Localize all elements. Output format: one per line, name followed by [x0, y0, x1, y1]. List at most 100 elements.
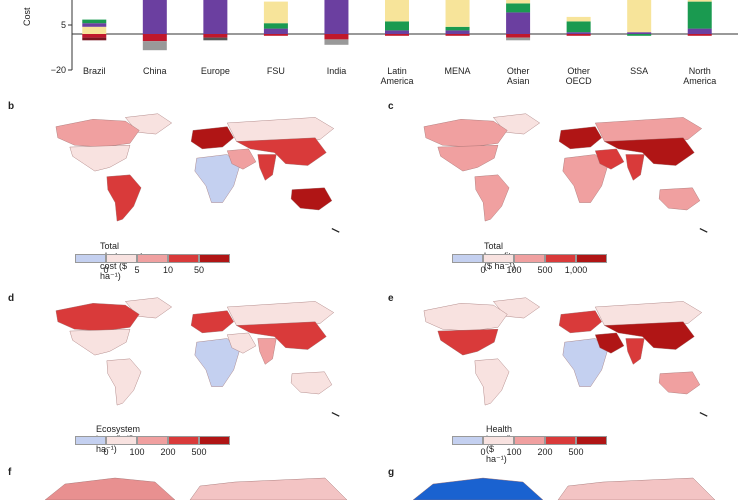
- bar-segment: [263, 34, 288, 36]
- bar-segment: [142, 0, 167, 34]
- bar-segment: [82, 23, 107, 27]
- map-region-eu: [190, 126, 234, 150]
- legend-swatch: [452, 436, 483, 445]
- map-region-as: [235, 321, 327, 350]
- legend-swatch: [137, 254, 168, 263]
- map-region-na: [437, 144, 499, 172]
- legend-tick-label: 100: [506, 265, 522, 275]
- map-region-sa: [474, 174, 510, 222]
- bar-segment: [385, 21, 409, 31]
- legend-swatch: [452, 254, 483, 263]
- color-legend: [75, 254, 230, 263]
- category-label: Other: [507, 66, 530, 76]
- bar-segment: [324, 34, 349, 40]
- map-region-me: [226, 332, 257, 354]
- bar-segment: [142, 41, 167, 51]
- color-legend: [452, 254, 607, 263]
- map-region-eu: [558, 126, 602, 150]
- bar-segment: [445, 34, 470, 36]
- panel-letter: b: [8, 101, 15, 112]
- category-label: America: [683, 76, 716, 86]
- legend-swatch: [514, 436, 545, 445]
- category-label: MENA: [445, 66, 471, 76]
- bar-plot-area: 5−20 Brazil China Europe FSU India LatinAmeric…: [51, 0, 738, 86]
- legend-tick-label: 500: [568, 447, 584, 457]
- legend-swatch: [106, 254, 137, 263]
- category-label: North: [689, 66, 711, 76]
- legend-swatch: [545, 436, 576, 445]
- bar-segment: [566, 16, 591, 22]
- legend-swatch: [483, 436, 514, 445]
- legend-swatch: [576, 254, 607, 263]
- category-label: Brazil: [83, 66, 106, 76]
- panel-letter: e: [388, 293, 394, 304]
- bar-segment: [627, 34, 652, 36]
- bar-segment: [263, 23, 288, 29]
- panel-letter: g: [388, 467, 395, 478]
- map-region-au: [290, 371, 333, 395]
- bar-segment: [506, 3, 531, 13]
- legend-tick-label: 0: [103, 265, 109, 275]
- map-region-au: [658, 371, 701, 395]
- world-map: [55, 113, 340, 233]
- legend-swatch: [576, 436, 607, 445]
- category-label: OECD: [566, 76, 593, 86]
- legend-swatch: [168, 436, 199, 445]
- bar-segment: [566, 34, 591, 36]
- legend-tick-label: 0: [480, 265, 486, 275]
- map-region-ca: [423, 119, 508, 148]
- world-map: [423, 113, 708, 233]
- bar-segment: [385, 34, 409, 36]
- world-map-partial: [44, 477, 348, 500]
- bar-segment: [203, 0, 228, 34]
- category-label: SSA: [630, 66, 648, 76]
- bar-segment: [506, 37, 531, 41]
- map-region-as: [235, 137, 327, 166]
- y-tick-label: 5: [61, 20, 66, 30]
- map-region-na: [69, 144, 131, 172]
- map-region-eurasia: [557, 477, 716, 500]
- legend-tick-label: 100: [129, 447, 145, 457]
- map-region-ca: [423, 303, 508, 332]
- bar-segment: [82, 34, 107, 38]
- bar-segment: [687, 34, 712, 36]
- panel-letter: c: [388, 101, 394, 112]
- bar-segment: [445, 30, 470, 34]
- antarctica-mark: [331, 411, 340, 417]
- bar-segment: [324, 0, 349, 34]
- map-region-sa: [106, 358, 142, 406]
- bar-segment: [263, 28, 288, 34]
- map-region-as: [603, 321, 695, 350]
- legend-swatch: [514, 254, 545, 263]
- bar-segment: [506, 0, 531, 4]
- bar-chart: Cost 5 −20 Brazil China Europe FSU India Latin A…: [0, 0, 750, 95]
- map-region-sa: [106, 174, 142, 222]
- bar-segment: [385, 30, 409, 34]
- panel-letter: f: [8, 467, 12, 478]
- legend-swatch: [199, 254, 230, 263]
- map-region-in: [257, 338, 277, 365]
- bar-segment: [445, 0, 470, 27]
- bar-segment: [203, 34, 228, 38]
- legend-swatch: [199, 436, 230, 445]
- map-region-in: [625, 338, 645, 365]
- legend-tick-label: 200: [537, 447, 553, 457]
- bar-segment: [324, 39, 349, 45]
- map-region-me: [594, 148, 625, 170]
- world-map: [55, 297, 340, 417]
- antarctica-mark: [331, 227, 340, 233]
- legend-tick-label: 200: [160, 447, 176, 457]
- legend-swatch: [106, 436, 137, 445]
- world-map-partial: [412, 477, 716, 500]
- bar-segment: [203, 37, 228, 41]
- map-region-na: [44, 477, 176, 500]
- color-legend: [75, 436, 230, 445]
- bar-segment: [506, 34, 531, 38]
- bar-segment: [687, 28, 712, 34]
- category-label: Asian: [507, 76, 530, 86]
- legend-tick-label: 0: [103, 447, 109, 457]
- category-label: Other: [567, 66, 590, 76]
- category-label: Europe: [201, 66, 230, 76]
- legend-tick-label: 100: [506, 447, 522, 457]
- bar-segment: [142, 34, 167, 42]
